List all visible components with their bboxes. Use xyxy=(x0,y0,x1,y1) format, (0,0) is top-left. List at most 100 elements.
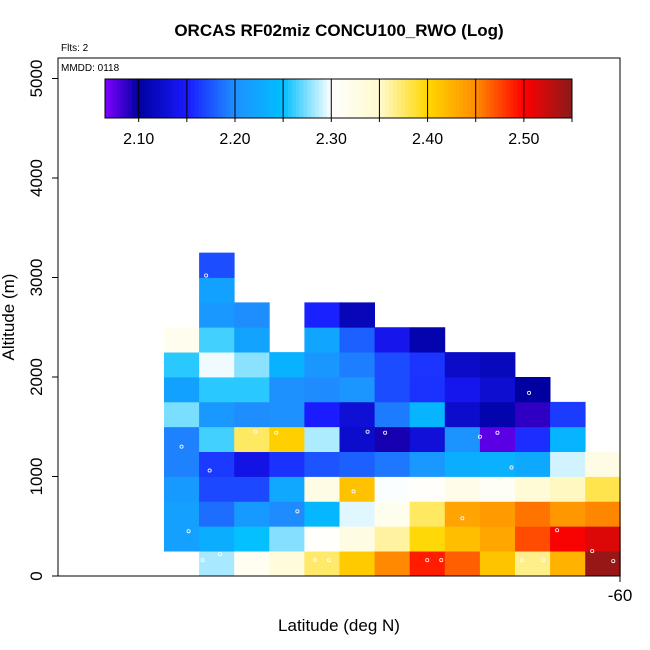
heatmap-cell xyxy=(269,477,305,502)
heatmap-cell xyxy=(340,327,376,352)
colorbar-segment xyxy=(549,79,553,118)
heatmap-cell xyxy=(550,477,586,502)
colorbar-segment xyxy=(175,79,179,118)
heatmap-cell xyxy=(445,452,481,477)
heatmap-cell xyxy=(269,352,305,377)
heatmap-cell xyxy=(410,526,446,551)
colorbar-segment xyxy=(222,79,226,118)
colorbar-segment xyxy=(140,79,144,118)
colorbar-segment xyxy=(366,79,370,118)
colorbar-segment xyxy=(518,79,522,118)
chart-title: ORCAS RF02miz CONCU100_RWO (Log) xyxy=(174,21,503,40)
heatmap-cell xyxy=(340,501,376,526)
heatmap-cell xyxy=(550,427,586,452)
colorbar-segment xyxy=(280,79,284,118)
colorbar-segment xyxy=(226,79,230,118)
heatmap-cell xyxy=(585,501,621,526)
heatmap-cell xyxy=(234,427,270,452)
heatmap-cell xyxy=(340,477,376,502)
colorbar-segment xyxy=(268,79,272,118)
heatmap-cells xyxy=(164,253,621,577)
heatmap-cell xyxy=(445,402,481,427)
heatmap-cell xyxy=(550,452,586,477)
heatmap-cell xyxy=(410,402,446,427)
colorbar-segment xyxy=(397,79,401,118)
colorbar-segment xyxy=(506,79,510,118)
colorbar-segment xyxy=(354,79,358,118)
colorbar-segment xyxy=(339,79,343,118)
y-tick-label: 0 xyxy=(27,571,46,580)
colorbar-segment xyxy=(393,79,397,118)
heatmap-cell xyxy=(445,352,481,377)
colorbar-segment xyxy=(514,79,518,118)
colorbar-segment xyxy=(187,79,191,118)
colorbar-segment xyxy=(253,79,257,118)
y-tick-label: 5000 xyxy=(27,60,46,98)
colorbar-segment xyxy=(124,79,128,118)
colorbar-segment xyxy=(132,79,136,118)
y-tick-label: 4000 xyxy=(27,159,46,197)
colorbar-segment xyxy=(117,79,121,118)
heatmap-cell xyxy=(445,501,481,526)
heatmap-cell xyxy=(410,327,446,352)
colorbar-segment xyxy=(163,79,167,118)
heatmap-cell xyxy=(199,452,235,477)
colorbar-segment xyxy=(191,79,195,118)
heatmap-cell xyxy=(445,427,481,452)
colorbar-segment xyxy=(451,79,455,118)
heatmap-cell xyxy=(375,526,411,551)
colorbar-segment xyxy=(261,79,265,118)
heatmap-cell xyxy=(480,551,516,576)
heatmap-cell xyxy=(234,352,270,377)
colorbar-segment xyxy=(237,79,241,118)
heatmap-cell xyxy=(199,501,235,526)
heatmap-cell xyxy=(480,377,516,402)
heatmap-cell xyxy=(199,278,235,303)
heatmap-cell xyxy=(234,302,270,327)
heatmap-cell xyxy=(199,551,235,576)
heatmap-cell xyxy=(410,452,446,477)
heatmap-cell xyxy=(340,302,376,327)
heatmap-cell xyxy=(515,402,551,427)
heatmap-cell xyxy=(234,501,270,526)
heatmap-cell xyxy=(269,377,305,402)
heatmap-cell xyxy=(515,377,551,402)
heatmap-cell xyxy=(269,427,305,452)
colorbar-segment xyxy=(440,79,444,118)
heatmap-cell xyxy=(480,501,516,526)
heatmap-cell xyxy=(340,377,376,402)
colorbar-segment xyxy=(479,79,483,118)
heatmap-cell xyxy=(164,402,200,427)
heatmap-cell xyxy=(515,452,551,477)
colorbar-segment xyxy=(428,79,432,118)
colorbar-segment xyxy=(218,79,222,118)
heatmap-cell xyxy=(410,477,446,502)
colorbar-segment xyxy=(148,79,152,118)
heatmap-cell xyxy=(375,551,411,576)
heatmap-cell xyxy=(304,402,340,427)
heatmap-cell xyxy=(234,327,270,352)
colorbar-segment xyxy=(303,79,307,118)
heatmap-cell xyxy=(304,526,340,551)
colorbar: 2.10 2.20 2.30 2.40 2.50 xyxy=(105,79,573,148)
colorbar-segment xyxy=(553,79,557,118)
colorbar-segment xyxy=(241,79,245,118)
heatmap-cell xyxy=(304,377,340,402)
colorbar-segment xyxy=(323,79,327,118)
colorbar-segment xyxy=(230,79,234,118)
colorbar-segment xyxy=(171,79,175,118)
heatmap-cell xyxy=(164,501,200,526)
heatmap-cell xyxy=(340,526,376,551)
colorbar-segment xyxy=(276,79,280,118)
heatmap-cell xyxy=(550,551,586,576)
heatmap-cell xyxy=(445,551,481,576)
colorbar-segment xyxy=(121,79,125,118)
colorbar-segment xyxy=(436,79,440,118)
heatmap-cell xyxy=(515,427,551,452)
colorbar-segment xyxy=(195,79,199,118)
colorbar-segment xyxy=(401,79,405,118)
heatmap-cell xyxy=(199,427,235,452)
colorbar-segment xyxy=(350,79,354,118)
heatmap-cell xyxy=(269,526,305,551)
heatmap-cell xyxy=(410,427,446,452)
